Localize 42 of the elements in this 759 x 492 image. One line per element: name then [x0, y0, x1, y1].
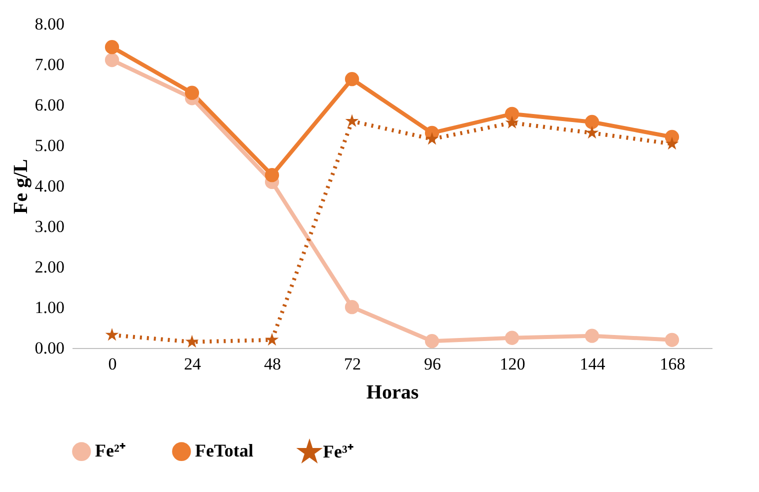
- y-tick-label: 0.00: [34, 338, 64, 358]
- legend-label: Fe³⁺: [323, 441, 354, 462]
- y-tick-label: 6.00: [34, 96, 64, 114]
- point: [104, 52, 120, 68]
- point: [665, 136, 679, 150]
- x-tick-label: 48: [264, 354, 281, 374]
- y-tick-label: 4.00: [34, 176, 64, 196]
- point: [104, 40, 120, 54]
- y-tick-label: 8.00: [34, 14, 64, 34]
- point: [264, 168, 280, 182]
- point: [425, 132, 439, 145]
- point: [664, 332, 680, 347]
- y-tick-label: 7.00: [34, 55, 64, 74]
- point: [584, 114, 600, 130]
- y-axis-title: Fe g/L: [10, 159, 32, 214]
- point: [585, 126, 599, 139]
- x-tick-label: 168: [660, 354, 686, 374]
- x-tick-label: 0: [108, 354, 117, 374]
- point: [265, 332, 279, 346]
- point: [584, 328, 600, 343]
- x-tick-label: 72: [344, 354, 361, 374]
- point: [504, 106, 520, 121]
- point: [504, 330, 520, 345]
- x-tick-label: 120: [500, 354, 526, 374]
- point: [184, 86, 200, 100]
- x-tick-label: 24: [184, 354, 202, 374]
- y-tick-label: 5.00: [34, 136, 64, 155]
- x-axis-title: Horas: [366, 382, 419, 404]
- point: [345, 114, 359, 127]
- legend-label: FeTotal: [195, 440, 254, 461]
- y-tick-label: 3.00: [34, 217, 64, 236]
- point: [185, 334, 199, 348]
- x-tick-label: 144: [580, 354, 606, 374]
- x-tick-label: 96: [424, 354, 441, 374]
- point: [424, 334, 440, 348]
- y-tick-label: 2.00: [34, 258, 64, 276]
- point: [105, 328, 119, 341]
- legend-label: Fe²⁺: [95, 440, 126, 461]
- point: [344, 300, 360, 314]
- y-tick-label: 1.00: [34, 298, 64, 317]
- point: [344, 72, 360, 86]
- point: [505, 116, 519, 129]
